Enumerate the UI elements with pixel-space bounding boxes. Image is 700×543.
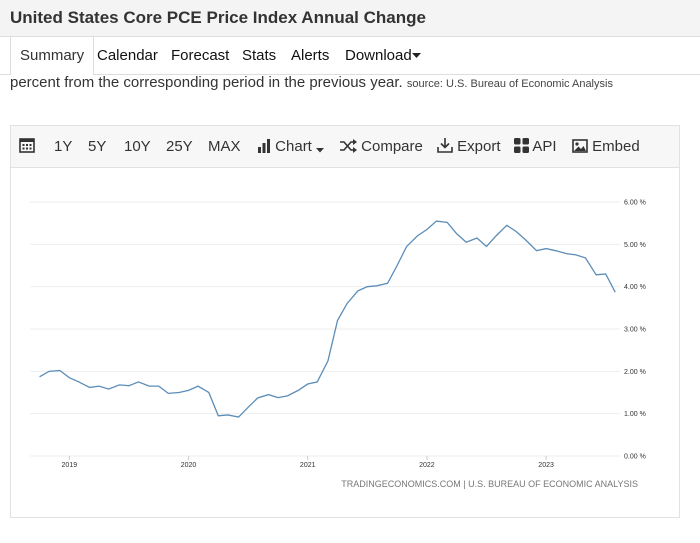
x-tick-label: 2020 <box>181 462 197 469</box>
export-button[interactable]: Export <box>437 126 501 167</box>
source: source: U.S. Bureau of Economic Analysis <box>406 78 613 90</box>
line <box>39 220 616 418</box>
toolbar: 1Y 5Y 10Y 25Y MAX Chart Compare Export A… <box>11 126 679 168</box>
tab[interactable]: Calendar <box>97 47 158 64</box>
description: percent from the corresponding period in… <box>10 74 613 91</box>
range-button[interactable]: 25Y <box>166 138 193 155</box>
chart-box: 1Y 5Y 10Y 25Y MAX Chart Compare Export A… <box>10 125 680 518</box>
range-button[interactable]: MAX <box>208 138 241 155</box>
range-button[interactable]: 5Y <box>88 138 107 155</box>
y-tick-label: 4.00 % <box>624 284 646 291</box>
tab[interactable]: Stats <box>242 47 277 64</box>
export-label: Export <box>457 138 501 155</box>
y-tick-label: 0.00 % <box>624 454 646 461</box>
y-tick-label: 1.00 % <box>624 411 646 418</box>
x-tick-label: 2021 <box>300 462 316 469</box>
description-text: percent from the corresponding period in… <box>10 74 403 91</box>
tab[interactable]: Download <box>345 47 412 64</box>
y-tick-label: 6.00 % <box>624 200 646 207</box>
range-button[interactable]: 10Y <box>124 138 151 155</box>
y-tick-label: 5.00 % <box>624 242 646 249</box>
api-label: API <box>532 138 557 155</box>
compare-label: Compare <box>361 138 423 155</box>
chart: TRADINGECONOMICS.COM | U.S. BUREAU OF EC… <box>30 200 646 489</box>
embed-button[interactable]: Embed <box>572 126 640 167</box>
x-tick-label: 2023 <box>538 462 554 469</box>
chart-button[interactable]: Chart <box>257 126 325 167</box>
chart-label: Chart <box>275 138 312 155</box>
nav-bar: Summary Calendar Forecast Stats Alerts D… <box>0 36 700 75</box>
range-button[interactable]: 1Y <box>54 138 73 155</box>
tab[interactable]: Summary <box>10 37 95 75</box>
compare-button[interactable]: Compare <box>340 126 423 167</box>
title-bar: United States Core PCE Price Index Annua… <box>0 0 700 36</box>
api-button[interactable]: API <box>514 126 557 167</box>
x-tick-label: 2022 <box>419 462 435 469</box>
chart-credit: TRADINGECONOMICS.COM | U.S. BUREAU OF EC… <box>341 479 638 489</box>
page-title: United States Core PCE Price Index Annua… <box>10 8 426 27</box>
y-tick-label: 3.00 % <box>624 327 646 334</box>
caret <box>412 53 421 58</box>
embed-label: Embed <box>592 138 640 155</box>
tab[interactable]: Alerts <box>291 47 330 64</box>
calendar-icon[interactable] <box>19 126 35 167</box>
tab[interactable]: Forecast <box>171 47 230 64</box>
x-tick-label: 2019 <box>62 462 78 469</box>
y-tick-label: 2.00 % <box>624 369 646 376</box>
